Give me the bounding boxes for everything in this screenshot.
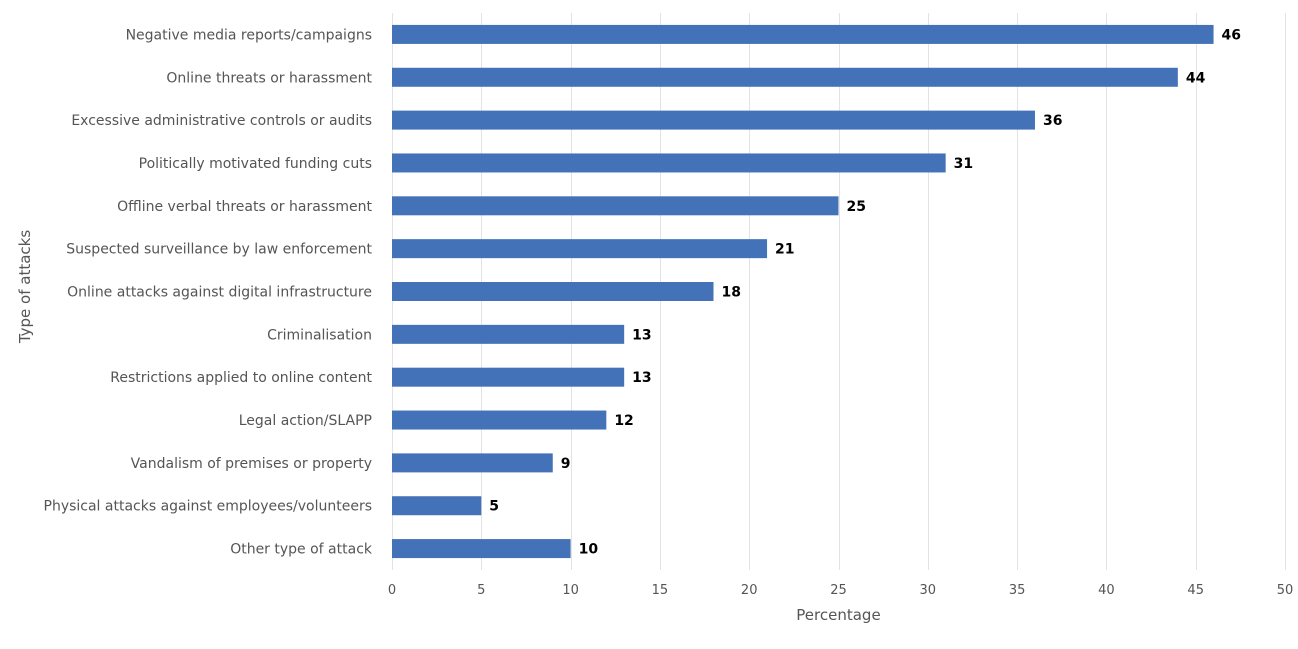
data-label: 31	[954, 156, 973, 172]
data-label: 5	[489, 499, 499, 515]
data-label: 10	[579, 542, 599, 558]
x-tick-label: 10	[562, 583, 579, 598]
bar	[392, 24, 1214, 44]
category-label: Online threats or harassment	[166, 70, 372, 86]
bar	[392, 196, 839, 216]
category-label: Criminalisation	[267, 327, 372, 343]
bar	[392, 153, 946, 173]
data-label: 25	[847, 199, 866, 215]
data-labels: 46 44 36 31 25 21 18 13 13 12 9 5 10	[489, 27, 1241, 557]
x-tick-label: 50	[1277, 583, 1294, 598]
data-label: 21	[775, 242, 794, 258]
category-label: Physical attacks against employees/volun…	[44, 499, 373, 515]
bar	[392, 282, 714, 301]
category-label: Restrictions applied to online content	[110, 370, 372, 386]
bar	[392, 410, 607, 430]
category-label: Vandalism of premises or property	[131, 456, 372, 472]
category-label: Excessive administrative controls or aud…	[71, 113, 372, 129]
y-axis-title: Type of attacks	[16, 230, 34, 345]
data-label: 44	[1186, 70, 1206, 86]
data-label: 9	[561, 456, 571, 472]
x-tick-label: 30	[920, 583, 937, 598]
grid-lines	[392, 13, 1286, 570]
bars	[392, 24, 1214, 559]
data-label: 18	[721, 285, 740, 301]
x-tick-label: 15	[652, 583, 669, 598]
x-tick-label: 20	[741, 583, 758, 598]
x-tick-label: 45	[1187, 583, 1204, 598]
x-tick-labels: 0 5 10 15 20 25 30 35 40 45 50	[388, 583, 1293, 598]
x-tick-label: 35	[1009, 583, 1026, 598]
category-label: Negative media reports/campaigns	[126, 27, 372, 43]
x-tick-label: 40	[1098, 583, 1115, 598]
data-label: 46	[1222, 27, 1241, 43]
category-label: Online attacks against digital infrastru…	[67, 285, 372, 301]
x-tick-label: 25	[830, 583, 847, 598]
x-axis-title: Percentage	[796, 606, 880, 624]
category-label: Suspected surveillance by law enforcemen…	[66, 242, 372, 258]
bar	[392, 324, 625, 344]
data-label: 12	[614, 413, 633, 429]
category-labels: Negative media reports/campaigns Online t…	[44, 27, 373, 557]
category-label: Politically motivated funding cuts	[139, 156, 372, 172]
bar	[392, 67, 1178, 87]
bar	[392, 239, 768, 259]
bar	[392, 110, 1035, 130]
category-label: Offline verbal threats or harassment	[117, 199, 372, 215]
category-label: Other type of attack	[230, 542, 373, 558]
bar	[392, 453, 553, 473]
bar	[392, 496, 482, 516]
data-label: 13	[632, 370, 651, 386]
category-label: Legal action/SLAPP	[239, 413, 372, 429]
bar	[392, 539, 571, 559]
x-tick-label: 5	[477, 583, 485, 598]
data-label: 36	[1043, 113, 1062, 129]
x-tick-label: 0	[388, 583, 396, 598]
bar	[392, 367, 625, 387]
data-label: 13	[632, 327, 651, 343]
